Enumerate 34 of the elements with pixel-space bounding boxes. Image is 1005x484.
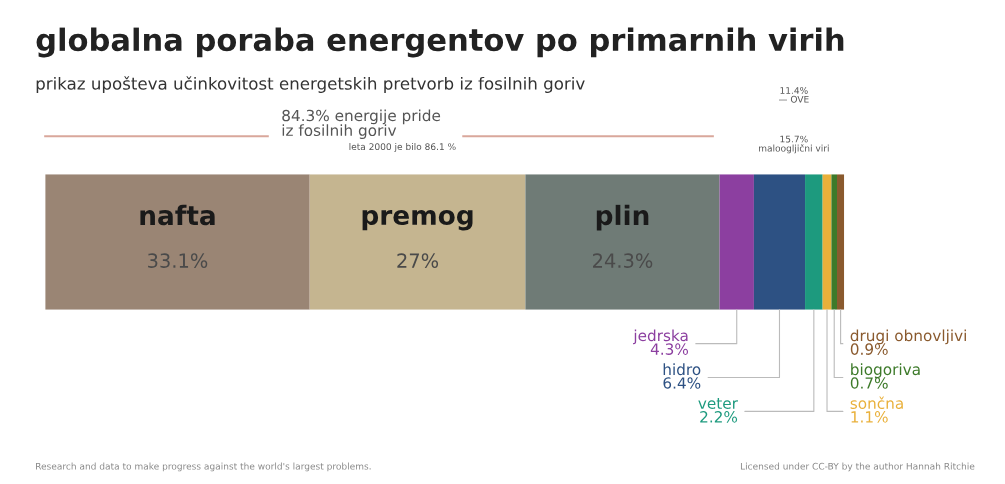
- data-label: 0.7%: [850, 377, 888, 389]
- text: hidro: [663, 363, 701, 376]
- bar: [831, 174, 838, 310]
- text: biogoriva: [851, 363, 920, 379]
- text: jedrska: [633, 329, 688, 345]
- bar: [525, 174, 720, 310]
- bar: [753, 174, 806, 310]
- bar: [719, 174, 754, 310]
- data-label: 2.2%: [700, 411, 738, 423]
- text: Research and data to make progress against the world's largest problems.: [36, 462, 371, 472]
- data-label: 33.1%: [148, 253, 208, 268]
- text: leta 2000 je bilo 86.1 %: [349, 143, 456, 152]
- text: 15.7% maloogljični viri: [759, 135, 829, 154]
- text: 11.4% — OVE: [778, 87, 809, 103]
- bar: [837, 174, 845, 310]
- data-label: 27%: [397, 253, 439, 268]
- data-label: 0.9%: [850, 343, 888, 355]
- chart-title: globalna poraba energentov po primarnih virih: [36, 27, 844, 58]
- series-label: premog: [362, 209, 473, 231]
- bar: [309, 174, 526, 310]
- data-label: 4.3%: [650, 343, 689, 355]
- text: 84.3% energije pride iz fosilnih goriv: [282, 109, 441, 139]
- series-label: plin: [596, 204, 649, 231]
- chart-subtitle: prikaz upošteva učinkovitost energetskih pretvorb iz fosilnih goriv: [36, 76, 585, 94]
- bar: [822, 174, 832, 310]
- text: Licensed under CC-BY by the author Hannah Ritchie: [740, 462, 975, 472]
- text: veter: [698, 398, 738, 410]
- bar: [805, 174, 823, 310]
- series-label: nafta: [140, 204, 215, 226]
- series-label: drugi obnovljivi: [850, 329, 966, 345]
- text: sončna: [850, 396, 903, 410]
- data-label: 6.4%: [663, 377, 701, 389]
- data-label: 1.1%: [851, 411, 888, 423]
- bar: [45, 174, 310, 310]
